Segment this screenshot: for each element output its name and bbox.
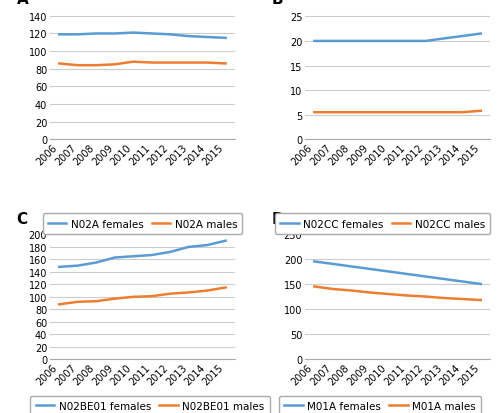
Legend: N02BE01 females, N02BE01 males: N02BE01 females, N02BE01 males xyxy=(30,396,270,413)
Legend: M01A females, M01A males: M01A females, M01A males xyxy=(279,396,481,413)
Text: C: C xyxy=(16,212,28,227)
Text: B: B xyxy=(272,0,283,7)
Text: A: A xyxy=(16,0,28,7)
Text: D: D xyxy=(272,212,284,227)
Legend: N02A females, N02A males: N02A females, N02A males xyxy=(42,214,242,234)
Legend: N02CC females, N02CC males: N02CC females, N02CC males xyxy=(275,214,490,234)
